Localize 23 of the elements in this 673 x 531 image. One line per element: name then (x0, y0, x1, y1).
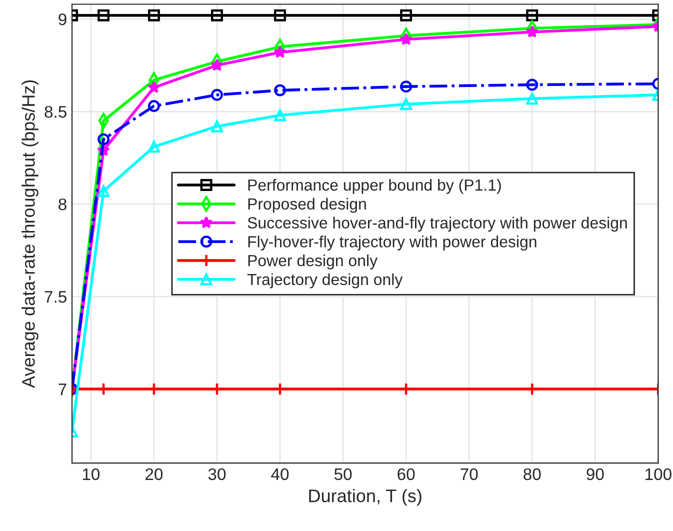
legend-label: Power design only (248, 254, 378, 270)
y-tick-label: 7 (58, 384, 66, 396)
y-axis-title: Average data-rate throughput (bps/Hz) (22, 80, 38, 388)
x-tick-label: 100 (646, 468, 672, 480)
x-tick-label: 70 (460, 468, 478, 480)
x-axis-title: Duration, T (s) (309, 488, 422, 506)
x-tick-label: 10 (82, 468, 100, 480)
y-tick-label: 9 (58, 13, 66, 26)
legend-label: Trajectory design only (247, 273, 403, 288)
x-tick-label: 80 (524, 468, 541, 480)
legend-label: Proposed design (248, 198, 366, 213)
legend-label: Performance upper bound by (P1.1) (248, 178, 501, 194)
y-tick-label: 8.5 (44, 106, 66, 118)
x-tick-label: 90 (586, 468, 604, 480)
x-tick-label: 20 (146, 468, 163, 480)
x-tick-label: 40 (271, 468, 289, 480)
y-tick-label: 8 (58, 198, 66, 210)
y-tick-label: 7.5 (44, 291, 66, 303)
x-tick-label: 50 (334, 468, 352, 480)
legend-label: Successive hover-and-fly trajectory with power design (248, 216, 627, 232)
x-tick-label: 30 (208, 468, 226, 480)
x-tick-label: 60 (398, 468, 415, 480)
legend-label: Fly-hover-fly trajectory with power design (248, 236, 536, 251)
